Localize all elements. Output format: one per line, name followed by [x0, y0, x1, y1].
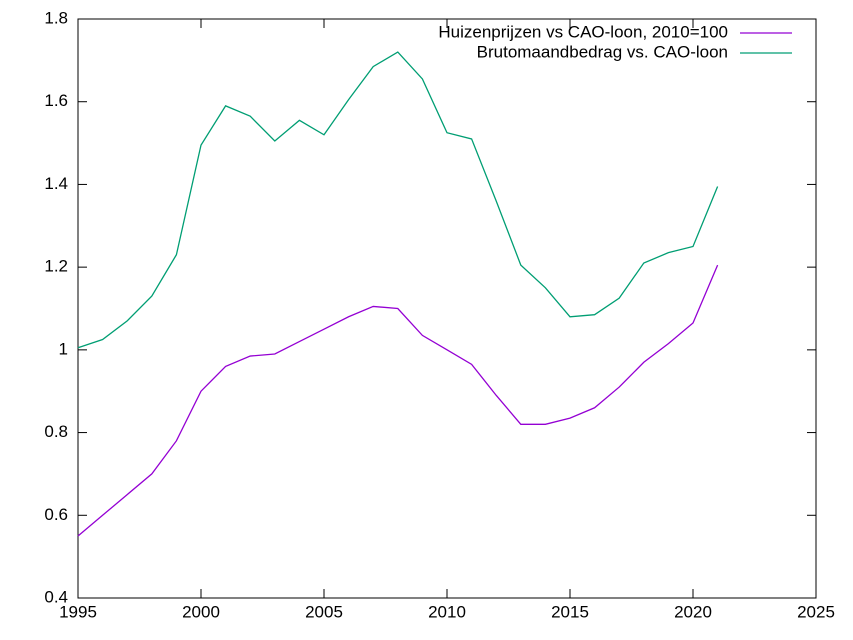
legend-label: Brutomaandbedrag vs. CAO-loon — [477, 42, 728, 61]
series-line — [77, 264, 719, 537]
y-tick-label: 0.8 — [44, 422, 68, 441]
x-tick-label: 2020 — [674, 602, 712, 621]
x-tick-label: 2005 — [305, 602, 343, 621]
y-tick-label: 0.6 — [44, 505, 68, 524]
x-tick-label: 1995 — [59, 602, 97, 621]
y-tick-label: 1.2 — [44, 257, 68, 276]
plot-border — [77, 18, 817, 599]
x-tick-label: 2000 — [182, 602, 220, 621]
x-tick-label: 2010 — [428, 602, 466, 621]
x-tick-label: 2025 — [797, 602, 835, 621]
legend-label: Huizenprijzen vs CAO-loon, 2010=100 — [438, 22, 728, 41]
y-tick-label: 0.4 — [44, 587, 68, 606]
y-tick-label: 1.6 — [44, 91, 68, 110]
y-tick-label: 1 — [59, 339, 68, 358]
x-tick-label: 2015 — [551, 602, 589, 621]
series-line — [77, 51, 719, 349]
y-tick-label: 1.8 — [44, 8, 68, 27]
y-tick-label: 1.4 — [44, 174, 68, 193]
